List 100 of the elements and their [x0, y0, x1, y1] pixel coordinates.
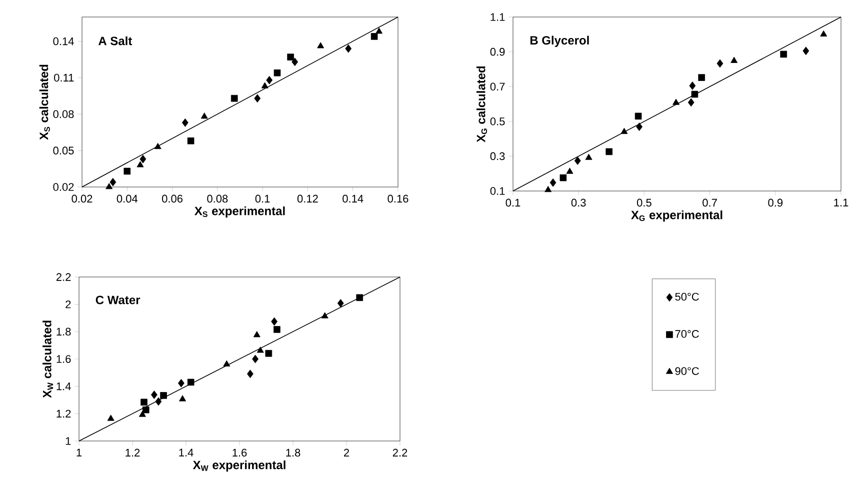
- point: [265, 350, 272, 357]
- x-axis-title: X$_{G}$ experimental: [631, 210, 722, 222]
- x-tick-label: 0.12: [297, 194, 318, 203]
- point: [106, 182, 113, 190]
- point: [124, 168, 131, 175]
- y-axis-title: X$_{S}$ calculated: [39, 64, 50, 140]
- point: [138, 410, 146, 417]
- point: [256, 346, 264, 353]
- y-axis-title: X$_{G}$ calculated: [476, 66, 488, 142]
- legend-label: 70°C: [675, 330, 699, 338]
- point: [634, 112, 642, 120]
- y-tick-label: 1.4: [56, 382, 71, 390]
- point: [345, 44, 352, 53]
- x-tick-label: 0.06: [162, 194, 183, 203]
- point: [274, 69, 281, 76]
- point: [317, 42, 324, 48]
- point: [560, 174, 567, 182]
- point: [620, 128, 628, 134]
- point: [716, 59, 724, 68]
- x-tick-label: 0.02: [72, 194, 92, 203]
- x-tick-label: 1.1: [834, 198, 848, 206]
- point: [672, 98, 680, 105]
- point: [566, 168, 574, 174]
- point: [140, 398, 148, 406]
- point: [780, 50, 787, 58]
- x-tick-label: 0.16: [388, 194, 408, 203]
- point: [606, 148, 613, 156]
- y-tick-label: 1: [66, 437, 71, 445]
- y-tick-label: 0.3: [490, 152, 505, 160]
- point: [200, 112, 208, 119]
- point: [730, 56, 738, 63]
- x-tick-label: 1.8: [286, 448, 300, 457]
- x-tick-label: 0.1: [506, 198, 520, 207]
- point: [110, 178, 116, 186]
- point: [337, 299, 344, 308]
- point: [182, 118, 188, 127]
- y-tick-label: 0.11: [54, 74, 74, 82]
- point: [271, 317, 278, 326]
- point: [544, 186, 552, 192]
- text: B Glycerol: [530, 36, 589, 47]
- y-axis-title: X$_{W}$ calculated: [42, 320, 54, 398]
- legend-label: 50°C: [675, 292, 699, 301]
- x-tick-label: 2.2: [392, 448, 408, 456]
- x-tick-label: 0.5: [636, 198, 652, 207]
- point: [155, 397, 162, 406]
- y-tick-label: 0.9: [490, 48, 505, 56]
- y-tick-label: 0.05: [53, 146, 74, 154]
- y-tick-label: 0.5: [490, 118, 505, 126]
- point: [820, 30, 828, 36]
- x-tick-label: 0.7: [702, 198, 717, 207]
- x-tick-label: 0.3: [571, 198, 586, 207]
- point: [574, 156, 581, 165]
- point: [187, 378, 194, 386]
- point: [247, 370, 254, 378]
- point: [254, 94, 261, 103]
- x-tick-label: 0.1: [255, 194, 270, 203]
- x-tick-label: 1.6: [232, 448, 247, 457]
- y-tick-label: 1.8: [56, 328, 71, 336]
- y-tick-label: 0.1: [490, 187, 505, 195]
- y-tick-label: 1.6: [56, 355, 71, 363]
- point: [691, 90, 698, 98]
- x-tick-label: 1.4: [179, 448, 194, 456]
- point: [689, 82, 696, 90]
- text: A Salt: [98, 36, 132, 46]
- x-tick-label: 0.04: [116, 194, 138, 203]
- point: [253, 331, 260, 338]
- point: [252, 354, 258, 364]
- point: [140, 154, 146, 164]
- point: [223, 360, 230, 366]
- point: [261, 82, 268, 88]
- point: [585, 154, 592, 160]
- point: [356, 294, 364, 302]
- point: [698, 74, 705, 81]
- x-tick-label: 1: [76, 448, 82, 456]
- point: [266, 76, 273, 84]
- y-tick-label: 0.02: [53, 183, 74, 191]
- point: [287, 54, 294, 60]
- x-tick-label: 0.9: [768, 198, 783, 207]
- point: [292, 58, 298, 66]
- point: [274, 326, 280, 333]
- point: [370, 33, 378, 40]
- point: [688, 98, 694, 107]
- point: [187, 137, 194, 144]
- point: [178, 378, 184, 388]
- y-tick-label: 2.2: [56, 273, 71, 281]
- legend-label: 90°C: [675, 367, 699, 375]
- point: [376, 28, 383, 34]
- point: [802, 46, 810, 56]
- point: [107, 414, 114, 421]
- y-tick-label: 1.1: [490, 13, 505, 21]
- point: [321, 312, 328, 318]
- point: [230, 94, 238, 102]
- point: [179, 395, 186, 402]
- y-tick-label: 0.08: [53, 110, 74, 118]
- x-tick-label: 1.2: [126, 448, 140, 456]
- x-tick-label: 0.14: [342, 194, 364, 203]
- point: [136, 161, 144, 168]
- point: [142, 406, 150, 414]
- y-tick-label: 1.2: [56, 410, 71, 418]
- text: C Water: [96, 296, 140, 304]
